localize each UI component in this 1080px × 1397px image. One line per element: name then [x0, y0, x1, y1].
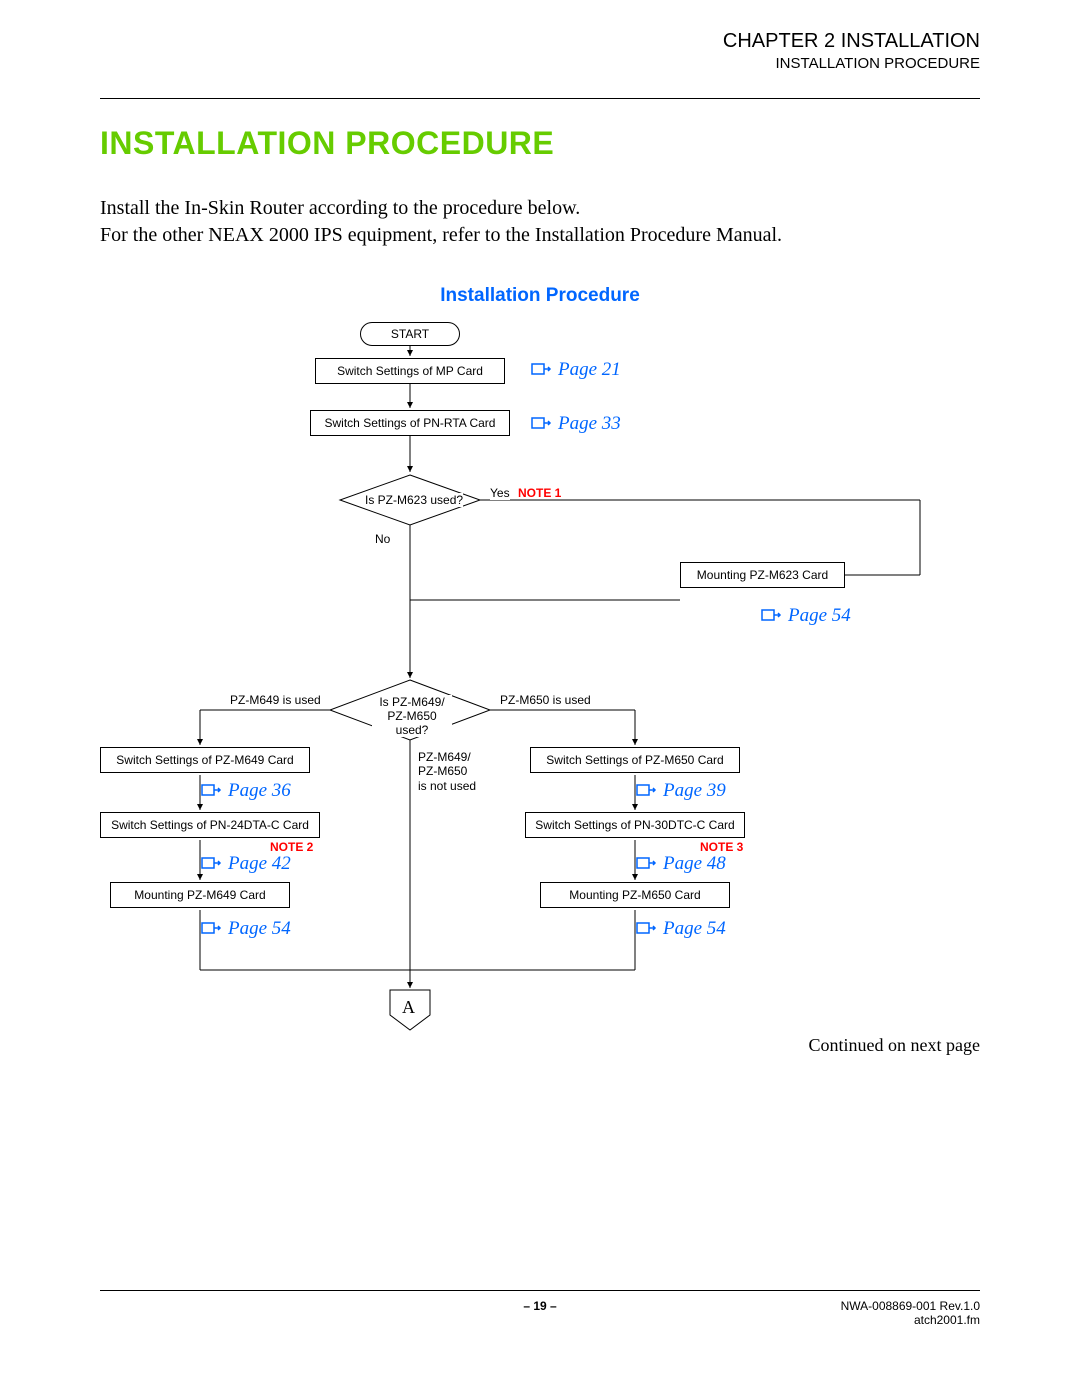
pageref-icon — [760, 608, 782, 624]
connector-a: A — [402, 997, 415, 1018]
switch-m649: Switch Settings of PZ-M649 Card — [100, 747, 310, 773]
decision-m623-no: No — [375, 532, 390, 546]
pageref-icon — [635, 856, 657, 872]
pageref-36[interactable]: Page 36 — [200, 780, 291, 802]
pageref-text: Page 48 — [663, 853, 726, 875]
pageref-42[interactable]: Page 42 — [200, 853, 291, 875]
pageref-icon — [635, 783, 657, 799]
footer-filename: atch2001.fm — [780, 1313, 980, 1327]
decision-m623-label: Is PZ-M623 used? — [365, 493, 463, 507]
switch-24dta: Switch Settings of PN-24DTA-C Card — [100, 812, 320, 838]
branch-m649: PZ-M649 is used — [230, 693, 321, 707]
mount-m649: Mounting PZ-M649 Card — [110, 882, 290, 908]
pageref-39[interactable]: Page 39 — [635, 780, 726, 802]
page-footer: – 19 – NWA-008869-001 Rev.1.0 atch2001.f… — [100, 1290, 980, 1327]
pageref-icon — [200, 921, 222, 937]
mount-m623: Mounting PZ-M623 Card — [680, 562, 845, 588]
footer-page-number: – 19 – — [300, 1299, 780, 1327]
intro-line-1: Install the In-Skin Router according to … — [100, 197, 580, 219]
pageref-text: Page 33 — [558, 413, 621, 435]
mount-m650: Mounting PZ-M650 Card — [540, 882, 730, 908]
branch-m650: PZ-M650 is used — [500, 693, 591, 707]
pageref-text: Page 21 — [558, 359, 621, 381]
step-mp-card: Switch Settings of MP Card — [315, 358, 505, 384]
header-rule — [100, 98, 980, 99]
intro-line-2: For the other NEAX 2000 IPS equipment, r… — [100, 224, 782, 246]
pageref-21[interactable]: Page 21 — [530, 359, 621, 381]
pageref-54-m623[interactable]: Page 54 — [760, 605, 851, 627]
pageref-text: Page 36 — [228, 780, 291, 802]
footer-rule — [100, 1290, 980, 1291]
pageref-text: Page 42 — [228, 853, 291, 875]
start-node: START — [360, 322, 460, 346]
pageref-text: Page 54 — [228, 918, 291, 940]
flowchart: Installation Procedure — [100, 300, 980, 1060]
pageref-48[interactable]: Page 48 — [635, 853, 726, 875]
intro-text: Install the In-Skin Router according to … — [100, 195, 980, 249]
note-2: NOTE 2 — [270, 840, 313, 854]
pageref-text: Page 54 — [788, 605, 851, 627]
decision-m649-label: Is PZ-M649/ PZ-M650 used? — [372, 695, 452, 737]
pageref-54-left[interactable]: Page 54 — [200, 918, 291, 940]
pageref-icon — [530, 416, 552, 432]
page-title: INSTALLATION PROCEDURE — [100, 125, 554, 162]
pageref-icon — [530, 362, 552, 378]
pageref-text: Page 54 — [663, 918, 726, 940]
continued-text: Continued on next page — [809, 1035, 980, 1060]
chapter-header: CHAPTER 2 INSTALLATION — [100, 30, 980, 53]
footer-doc-id: NWA-008869-001 Rev.1.0 — [780, 1299, 980, 1313]
pageref-33[interactable]: Page 33 — [530, 413, 621, 435]
chapter-subtitle: INSTALLATION PROCEDURE — [100, 55, 980, 72]
switch-30dtc: Switch Settings of PN-30DTC-C Card — [525, 812, 745, 838]
pageref-icon — [200, 856, 222, 872]
pageref-54-right[interactable]: Page 54 — [635, 918, 726, 940]
step-pnrta-card: Switch Settings of PN-RTA Card — [310, 410, 510, 436]
decision-m623-yes: Yes — [490, 486, 510, 500]
note-3: NOTE 3 — [700, 840, 743, 854]
pageref-icon — [200, 783, 222, 799]
switch-m650: Switch Settings of PZ-M650 Card — [530, 747, 740, 773]
pageref-text: Page 39 — [663, 780, 726, 802]
note-1: NOTE 1 — [518, 486, 561, 500]
branch-none: PZ-M649/ PZ-M650 is not used — [418, 750, 476, 793]
pageref-icon — [635, 921, 657, 937]
